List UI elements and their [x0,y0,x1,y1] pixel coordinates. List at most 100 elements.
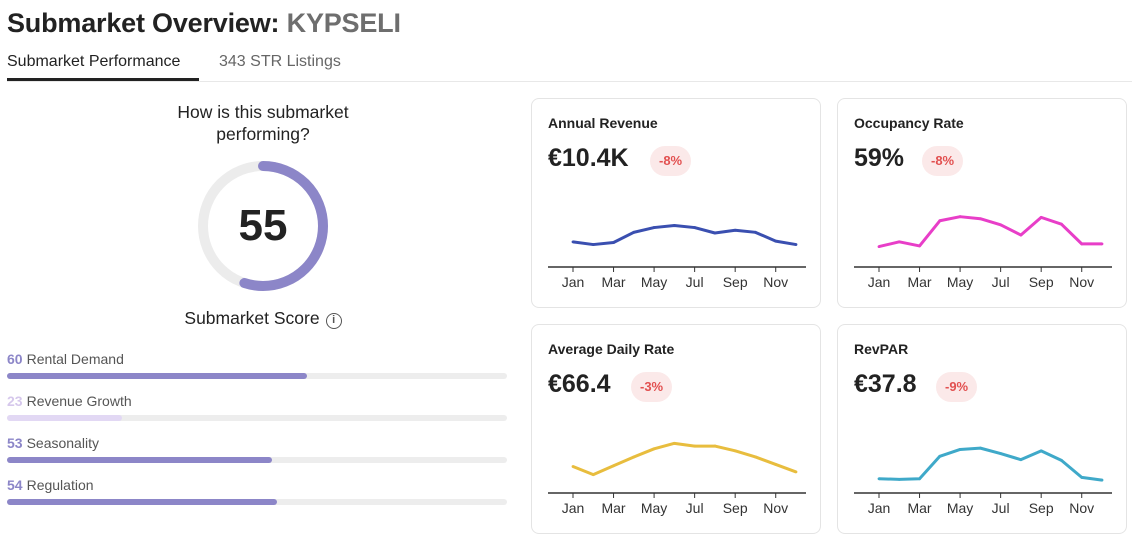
card-occupancy-rate[interactable]: Occupancy Rate 59% -8% Jan Mar May Jul Sep No… [837,98,1127,308]
data-point [693,226,697,229]
metric-bar-fill [7,457,272,463]
data-point [632,455,636,459]
x-tick-label: Jan [562,500,585,516]
x-tick-label: Sep [723,274,748,290]
x-tick-label: May [641,500,667,516]
data-point [1060,458,1063,462]
data-point [713,231,717,235]
x-tick-label: Nov [763,274,788,290]
metric-regulation: 54 Regulation [7,477,507,505]
performance-question: How is this submarket performing? [177,102,349,144]
occupancy-rate-sparkline: Jan Mar May Jul Sep Nov [854,215,1112,290]
x-tick-label: Mar [601,274,625,290]
data-point [897,240,901,244]
data-point [999,452,1003,455]
card-title: Occupancy Rate [854,115,964,131]
data-point [754,455,757,459]
data-point [794,470,798,474]
change-badge: -8% [650,146,692,176]
info-icon[interactable]: i [325,313,342,329]
x-tick-label: Nov [1069,500,1094,516]
series-line [878,215,1102,249]
data-point [897,478,901,481]
tab-str-listings[interactable]: 343 STR Listings [219,53,341,70]
metric-value: 23 [7,393,23,409]
tab-bar: Submarket Performance 343 STR Listings [7,52,1132,82]
card-value: €37.8 [854,370,917,398]
metric-label: Revenue Growth [26,393,132,409]
metric-revenue-growth: 23 Revenue Growth [7,393,507,421]
data-point [591,243,595,246]
data-point [733,449,737,453]
data-point [918,477,921,481]
data-point [1039,215,1043,219]
card-revpar[interactable]: RevPAR €37.8 -9% Jan Mar May Jul Sep Nov [837,324,1127,534]
data-point [978,217,982,221]
card-value: €66.4 [548,370,611,398]
data-point [652,226,656,229]
metric-label: Seasonality [26,435,99,451]
metric-rental-demand: 60 Rental Demand [7,351,507,379]
card-average-daily-rate[interactable]: Average Daily Rate €66.4 -3% Jan Mar May Ju… [531,324,821,534]
data-point [774,463,778,466]
x-tick-label: Jan [868,274,891,290]
x-tick-label: Sep [1029,274,1054,290]
data-point [693,444,697,448]
data-point [713,444,717,448]
card-title: RevPAR [854,341,909,357]
x-tick-label: Jan [868,500,891,516]
x-tick-label: Jul [992,274,1010,290]
data-point [1100,478,1104,482]
change-badge: -3% [631,372,673,402]
metric-value: 60 [7,351,23,367]
x-tick-label: Jul [686,274,704,290]
data-point [958,215,962,219]
data-point [877,477,881,481]
data-point [591,473,595,477]
x-tick-label: Nov [763,500,788,516]
data-point [672,224,676,227]
data-point [612,241,615,244]
data-point [754,230,757,234]
x-tick-label: Jan [562,274,585,290]
x-tick-label: Mar [601,500,625,516]
annual-revenue-sparkline: Jan Mar May Jul Sep Nov [548,224,806,290]
metric-bar-track [7,415,507,421]
gauge-fill [198,161,328,291]
data-point [1039,449,1043,453]
score-value: 55 [238,201,288,250]
metric-bar-track [7,499,507,505]
data-point [938,454,942,458]
metric-bar-fill [7,373,307,379]
metric-bar-track [7,373,507,379]
data-point [999,223,1003,227]
data-point [774,239,778,243]
change-badge: -9% [936,372,978,402]
data-point [1100,242,1104,246]
x-tick-label: May [641,274,667,290]
x-tick-label: Jul [686,500,704,516]
x-tick-label: Sep [1029,500,1054,516]
x-tick-label: Mar [907,274,931,290]
data-point [1080,475,1084,479]
card-title: Average Daily Rate [548,341,675,357]
data-point [958,448,962,451]
data-point [733,228,737,232]
change-badge: -8% [922,146,964,176]
score-label: Submarket Score [184,308,320,328]
metric-value: 53 [7,435,23,451]
data-point [918,244,921,248]
tab-submarket-performance[interactable]: Submarket Performance [7,53,181,70]
metric-label: Regulation [26,477,94,493]
series-line [572,224,797,247]
page-title: Submarket Overview: KYPSELI [7,8,401,39]
page-title-label: Submarket Overview: [7,8,280,38]
card-annual-revenue[interactable]: Annual Revenue €10.4K -8% Jan Mar May Jul Se… [531,98,821,308]
series-line [572,441,797,477]
metric-bar-track [7,457,507,463]
metric-bar-fill [7,499,277,505]
card-value: 59% [854,144,905,172]
metric-seasonality: 53 Seasonality [7,435,507,463]
data-point [1019,458,1023,462]
x-tick-label: Sep [723,500,748,516]
